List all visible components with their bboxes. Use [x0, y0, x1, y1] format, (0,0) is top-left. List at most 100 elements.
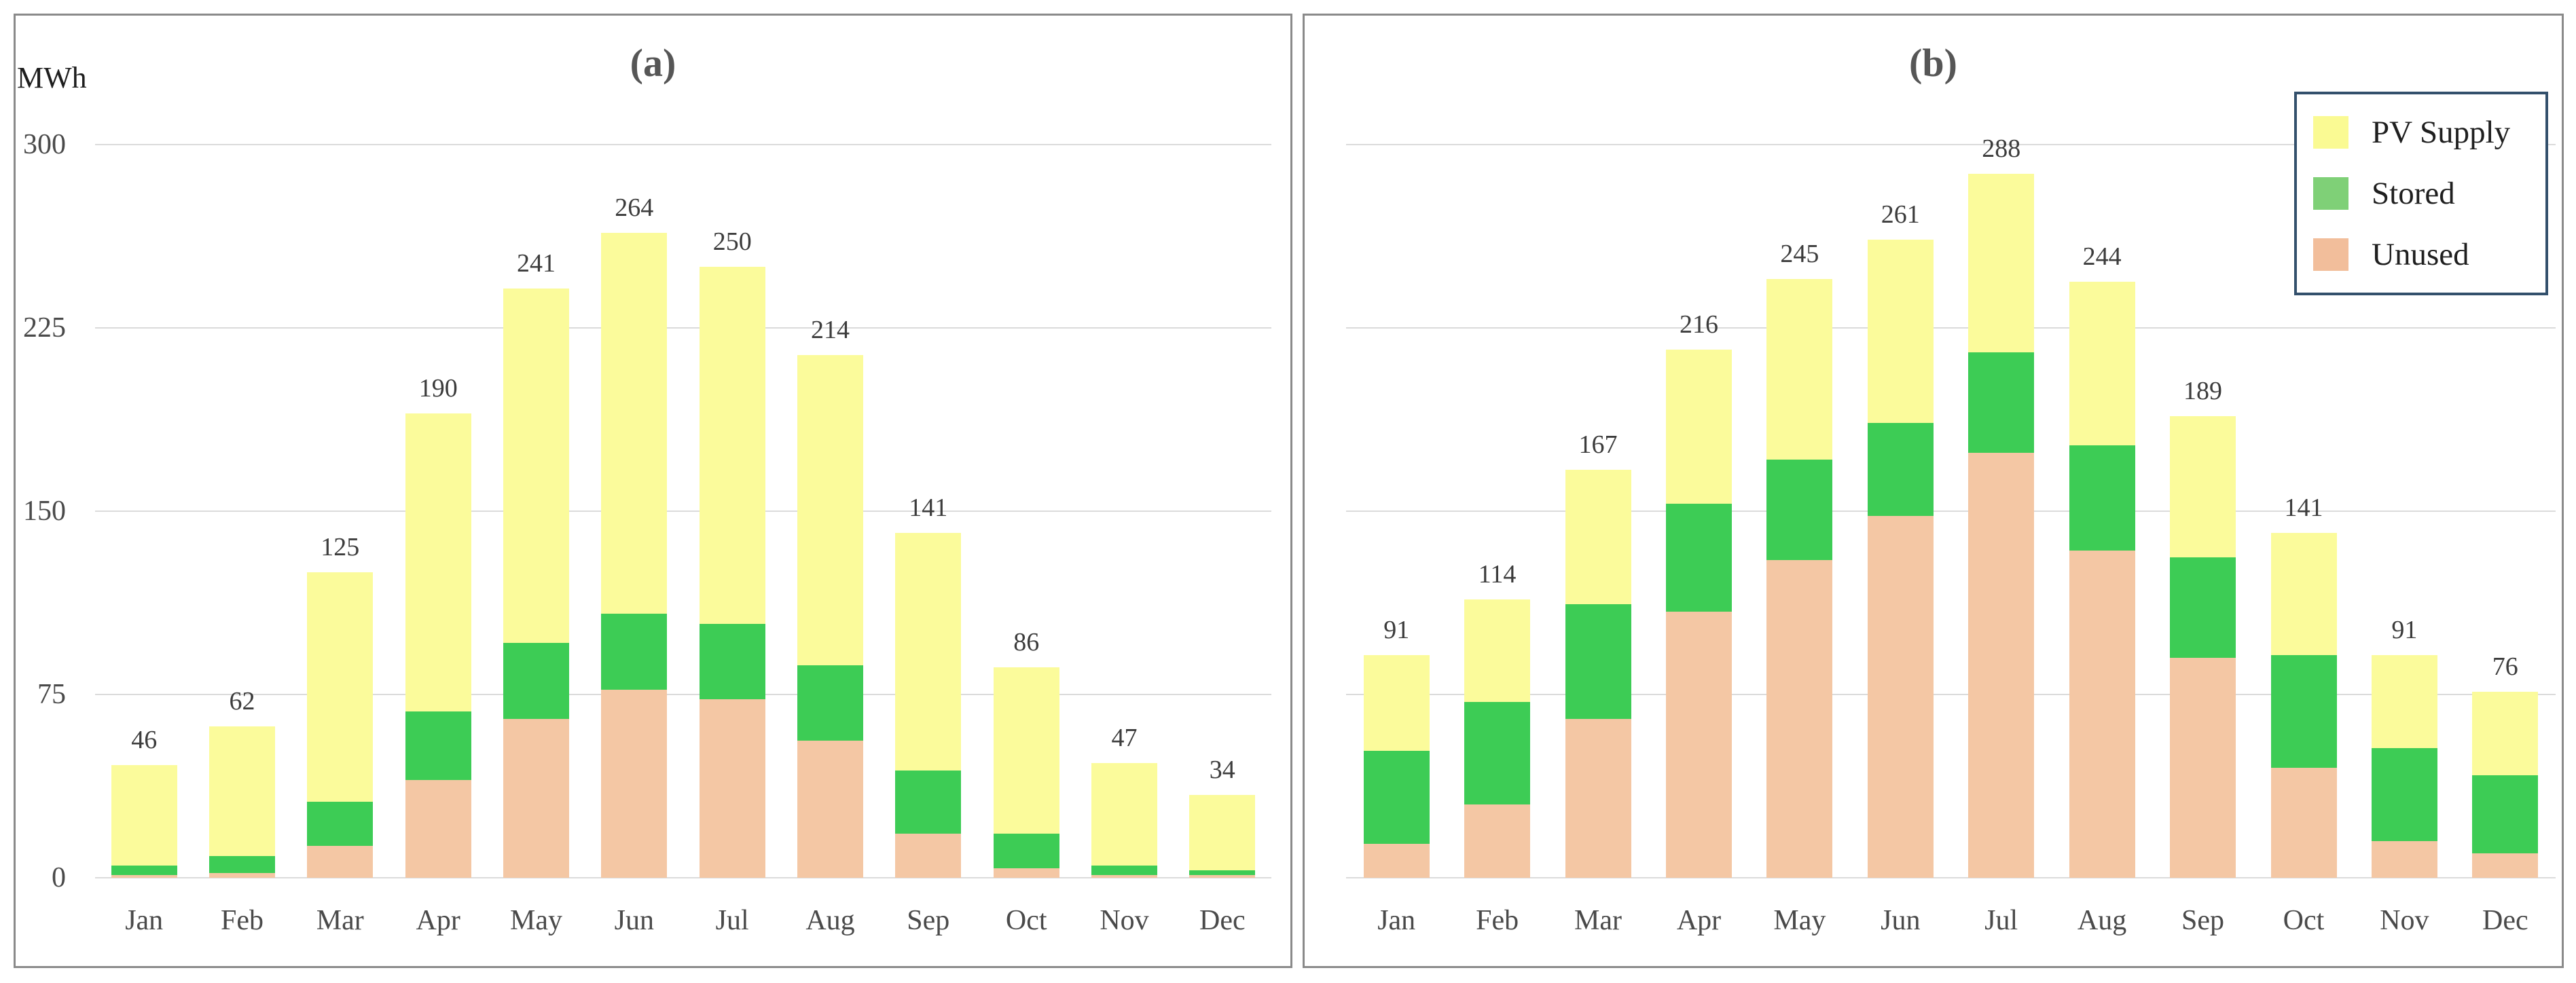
bar-jun [601, 232, 668, 878]
x-axis-label-may: May [510, 905, 562, 936]
bar-segment-unused [895, 834, 962, 878]
bar-segment-stored [405, 711, 471, 780]
y-tick-label-150: 150 [23, 496, 66, 527]
bar-segment-pv-supply [601, 232, 668, 614]
value-label-may: 241 [517, 249, 556, 278]
bar-segment-unused [503, 718, 569, 878]
value-label-aug: 214 [811, 315, 850, 344]
stored-swatch-icon [2313, 177, 2348, 210]
value-label-nov: 91 [2391, 616, 2418, 645]
value-label-nov: 47 [1111, 723, 1138, 752]
bar-segment-unused [1666, 611, 1732, 878]
bar-aug [797, 354, 863, 878]
bar-segment-stored [1189, 870, 1256, 876]
bar-segment-unused [993, 868, 1059, 878]
bar-segment-pv-supply [111, 765, 177, 866]
x-axis-label-oct: Oct [2283, 905, 2325, 936]
x-axis-label-aug: Aug [2077, 905, 2127, 936]
value-label-feb: 114 [1478, 559, 1517, 589]
legend-label: PV Supply [2372, 115, 2511, 150]
bar-segment-stored [895, 770, 962, 834]
value-label-dec: 34 [1209, 755, 1235, 784]
bar-segment-pv-supply [1363, 655, 1430, 751]
value-label-aug: 244 [2082, 242, 2122, 271]
gridline-75 [1346, 694, 2556, 695]
bar-segment-pv-supply [1464, 599, 1531, 702]
bar-segment-pv-supply [2170, 415, 2236, 558]
value-label-oct: 141 [2284, 494, 2323, 523]
bar-segment-unused [209, 872, 275, 878]
bar-oct [993, 667, 1059, 878]
bar-segment-unused [1091, 875, 1157, 878]
gridline-225 [1346, 327, 2556, 329]
bar-segment-stored [2069, 445, 2135, 551]
bar-segment-unused [1867, 516, 1934, 878]
legend-item-unused: Unused [2313, 237, 2469, 272]
bar-segment-pv-supply [2472, 692, 2539, 775]
legend: PV Supply Stored Unused [2294, 92, 2548, 295]
panel-a-title: (a) [630, 41, 676, 85]
bar-segment-pv-supply [2069, 281, 2135, 445]
bar-segment-pv-supply [1189, 794, 1256, 871]
value-label-jul: 288 [1982, 134, 2021, 164]
bar-mar [307, 572, 374, 878]
bar-feb [1464, 599, 1531, 878]
bar-segment-unused [797, 741, 863, 878]
gridline-150 [95, 511, 1271, 512]
bar-feb [209, 726, 275, 878]
bar-segment-unused [1565, 718, 1631, 878]
bar-segment-stored [307, 802, 374, 847]
unused-swatch-icon [2313, 238, 2348, 271]
bar-segment-unused [405, 779, 471, 878]
bar-segment-stored [1666, 504, 1732, 612]
x-axis-label-apr: Apr [416, 905, 460, 936]
bar-segment-pv-supply [307, 572, 374, 802]
value-label-jul: 250 [712, 227, 752, 256]
x-axis-label-mar: Mar [1574, 905, 1622, 936]
bar-segment-pv-supply [1565, 469, 1631, 604]
x-axis-label-sep: Sep [2181, 905, 2224, 936]
bar-segment-unused [1363, 843, 1430, 878]
bar-segment-stored [1867, 423, 1934, 517]
bar-segment-unused [2170, 657, 2236, 878]
bar-jun [1867, 240, 1934, 878]
bar-segment-pv-supply [1867, 240, 1934, 424]
bar-segment-pv-supply [1666, 350, 1732, 504]
value-label-jun: 264 [615, 193, 654, 222]
bar-segment-pv-supply [405, 413, 471, 712]
bar-segment-stored [2170, 557, 2236, 658]
bar-may [1766, 279, 1833, 878]
x-axis-label-oct: Oct [1005, 905, 1047, 936]
bar-segment-unused [2069, 550, 2135, 878]
x-axis-label-aug: Aug [805, 905, 855, 936]
bar-segment-pv-supply [1766, 279, 1833, 460]
gridline-225 [95, 327, 1271, 329]
bar-segment-pv-supply [1091, 762, 1157, 866]
bar-sep [895, 533, 962, 878]
bar-segment-stored [1363, 750, 1430, 844]
value-label-jun: 261 [1881, 200, 1920, 229]
bar-segment-unused [111, 875, 177, 878]
pv-supply-swatch-icon [2313, 116, 2348, 149]
bar-segment-pv-supply [895, 533, 962, 771]
bar-segment-unused [2270, 767, 2337, 878]
gridline-0 [95, 877, 1271, 878]
x-axis-label-nov: Nov [2380, 905, 2429, 936]
bar-segment-stored [1565, 604, 1631, 719]
value-label-mar: 167 [1578, 430, 1618, 459]
bar-segment-stored [1766, 460, 1833, 560]
x-axis-label-jun: Jun [614, 905, 654, 936]
bar-segment-pv-supply [209, 726, 275, 856]
bar-segment-stored [797, 665, 863, 741]
bar-apr [1666, 350, 1732, 878]
bar-segment-unused [2371, 840, 2437, 878]
bar-segment-stored [601, 614, 668, 690]
bar-segment-stored [1464, 701, 1531, 804]
x-axis-label-jul: Jul [1984, 905, 2018, 936]
y-tick-label-75: 75 [37, 679, 66, 710]
value-label-feb: 62 [229, 686, 255, 716]
bar-segment-pv-supply [2371, 655, 2437, 749]
x-axis-label-jan: Jan [1377, 905, 1416, 936]
value-label-sep: 141 [909, 494, 948, 523]
